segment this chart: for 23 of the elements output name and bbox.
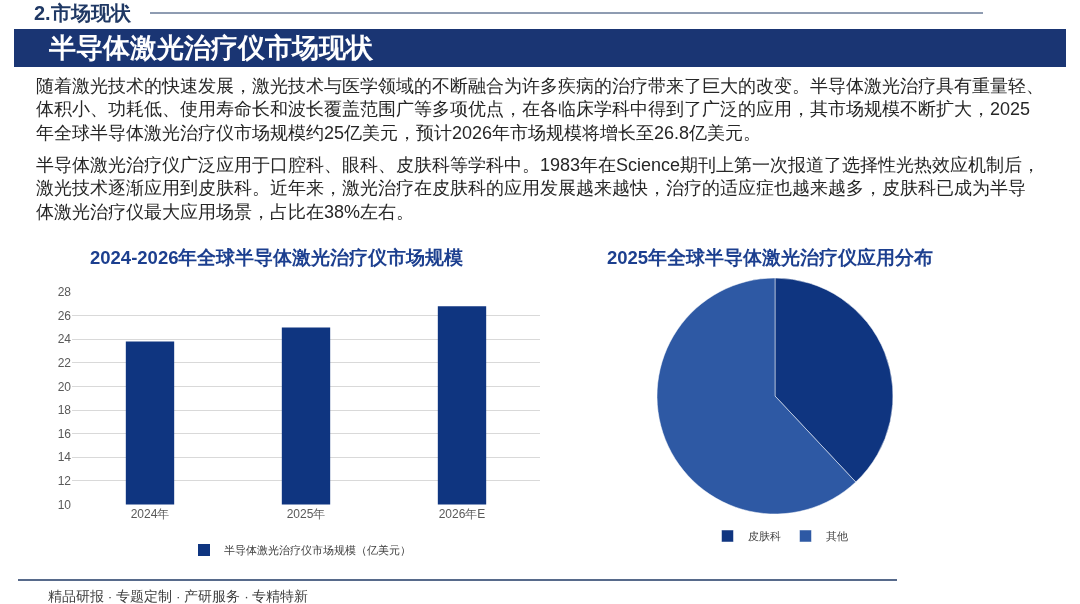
chart-title: 2025年全球半导体激光治疗仪应用分布 [607, 247, 934, 268]
y-tick-label: 20 [57, 379, 72, 394]
y-tick-label: 10 [57, 497, 72, 512]
legend-label: 其他 [825, 530, 848, 543]
y-tick-label: 22 [57, 356, 72, 371]
y-tick-label: 28 [57, 285, 72, 300]
y-tick-label: 14 [57, 450, 72, 465]
y-tick-label: 26 [57, 308, 72, 323]
legend-label: 皮肤科 [747, 530, 781, 543]
y-tick-label: 16 [57, 426, 72, 441]
legend-label: 半导体激光治疗仪市场规模（亿美元） [224, 544, 411, 557]
x-tick-label: 2025年 [286, 506, 326, 521]
y-tick-label: 24 [57, 332, 72, 347]
chart-title: 2024-2026年全球半导体激光治疗仪市场规模 [90, 247, 464, 268]
text: 半导体激光治疗仪广泛应用于口腔科、眼科、皮肤科等学科中。1983年在Science期刊上第一次报道了选择性光热效应机制后，激光技术逐渐应用到皮肤科。近年来，激光治疗在皮肤科的应用发展越来越快，治疗的适应症也越来越多，皮肤科已成为半导体激光治疗仪最大应用场景，占比在38%左右。 [36, 155, 1041, 222]
y-tick-label: 12 [57, 474, 72, 489]
x-tick-label: 2024年 [130, 506, 170, 521]
text: 精品研报 · 专题定制 · 产研服务 · 专精特新 [48, 589, 309, 604]
text: 2.市场现状 [34, 2, 132, 24]
y-tick-label: 18 [57, 403, 72, 418]
text: 半导体激光治疗仪市场现状 [48, 33, 374, 63]
text: 随着激光技术的快速发展，激光技术与医学领域的不断融合为许多疾病的治疗带来了巨大的改变。半导体激光治疗具有重量轻、体积小、功耗低、使用寿命长和波长覆盖范围广等多项优点，在各临床学科中得到了广泛的应用，其市场规模不断扩大，2025年全球半导体激光治疗仪市场规模约25亿美元，预计2026年市场规模将增长至26.8亿美元。 [36, 76, 1044, 143]
x-tick-label: 2026年E [438, 506, 486, 521]
